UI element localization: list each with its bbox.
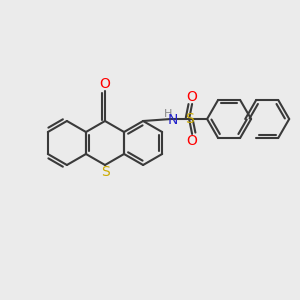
Text: S: S: [100, 165, 109, 179]
Text: H: H: [164, 109, 172, 119]
Text: N: N: [168, 113, 178, 127]
Text: O: O: [187, 134, 197, 148]
Text: O: O: [187, 90, 197, 104]
Text: S: S: [185, 112, 194, 126]
Text: O: O: [100, 77, 110, 91]
